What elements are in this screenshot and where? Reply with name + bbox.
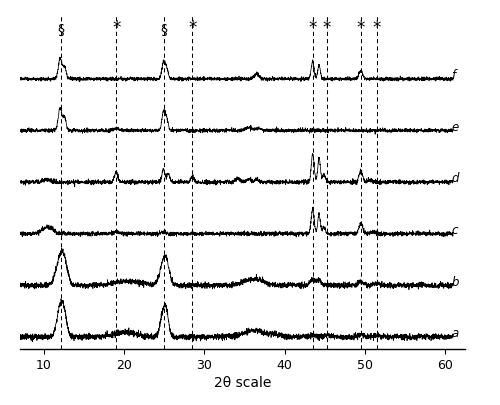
Text: e: e [452,121,458,134]
Text: f: f [452,69,456,82]
Text: §: § [58,23,64,37]
Text: §: § [160,23,167,37]
Text: *: * [323,19,332,37]
Text: *: * [308,19,317,37]
Text: *: * [112,19,120,37]
Text: *: * [372,19,381,37]
Text: d: d [452,173,459,185]
Text: *: * [356,19,365,37]
X-axis label: 2θ scale: 2θ scale [214,376,271,390]
Text: a: a [452,327,458,340]
Text: c: c [452,224,458,237]
Text: *: * [188,19,196,37]
Text: b: b [452,276,459,289]
